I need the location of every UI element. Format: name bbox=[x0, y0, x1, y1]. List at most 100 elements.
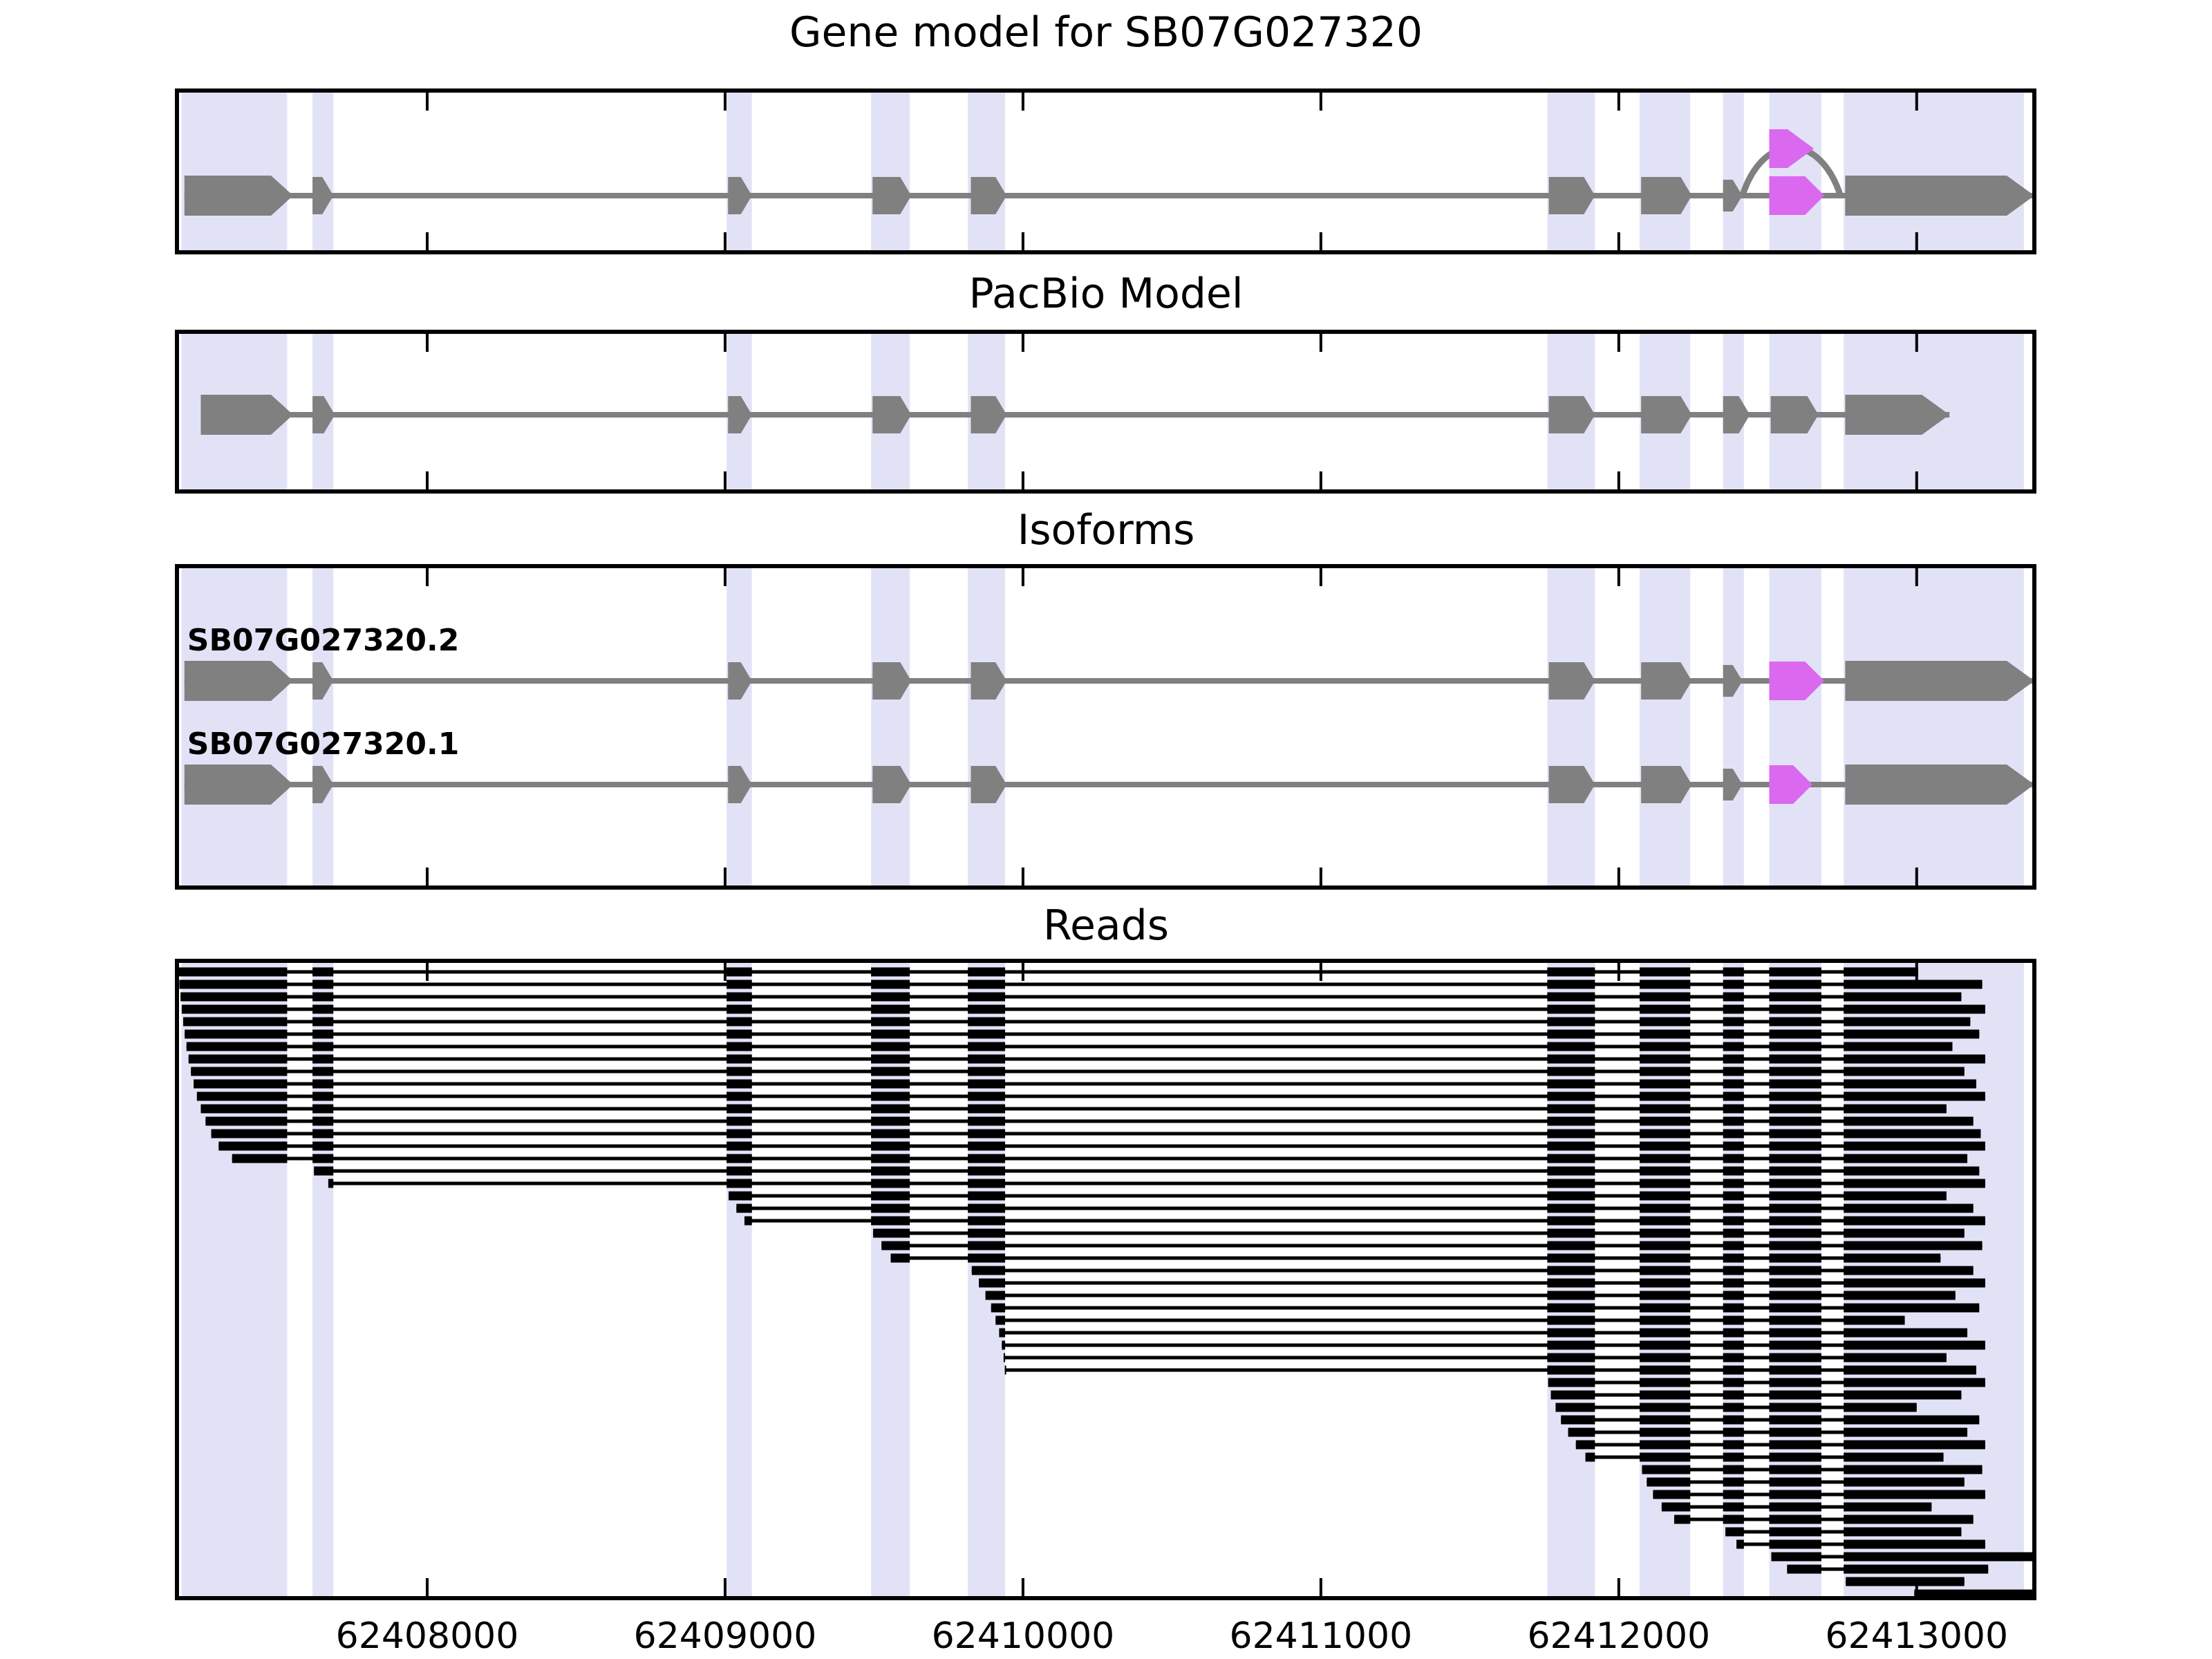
read-exon-block bbox=[1547, 1203, 1595, 1213]
read-exon-block bbox=[727, 1154, 752, 1163]
read-exon-block bbox=[1769, 1266, 1821, 1275]
read-exon-block bbox=[744, 1216, 752, 1226]
read-exon-block bbox=[1769, 1427, 1821, 1437]
isoforms-title: Isoforms bbox=[1017, 506, 1195, 554]
read-exon-block bbox=[968, 1029, 1006, 1039]
read-exon-block bbox=[1769, 1340, 1821, 1350]
read-exon-block bbox=[1769, 1477, 1821, 1487]
read-exon-block bbox=[1844, 1490, 1985, 1499]
read-exon-block bbox=[1547, 1315, 1595, 1325]
read-exon-block bbox=[727, 1079, 752, 1089]
read-row bbox=[736, 1203, 1974, 1213]
read-exon-block bbox=[1639, 1228, 1691, 1238]
read-exon-block bbox=[1844, 1502, 1932, 1512]
read-exon-block bbox=[1769, 1527, 1821, 1537]
exon-highlight-band bbox=[312, 91, 334, 252]
read-exon-block bbox=[1769, 1067, 1821, 1076]
read-exon-block bbox=[1723, 1465, 1744, 1474]
read-exon-block bbox=[968, 1216, 1006, 1226]
read-exon-block bbox=[881, 1241, 910, 1250]
read-exon-block bbox=[1844, 1017, 1971, 1027]
exon bbox=[728, 396, 752, 433]
read-exon-block bbox=[1769, 1291, 1821, 1300]
read-exon-block bbox=[1769, 1079, 1821, 1089]
read-exon-block bbox=[1844, 1253, 1941, 1263]
read-exon-block bbox=[1723, 1278, 1744, 1288]
read-exon-block bbox=[1844, 1539, 1985, 1549]
read-exon-block bbox=[871, 1116, 910, 1126]
read-exon-block bbox=[871, 1166, 910, 1176]
panel-border bbox=[175, 88, 2036, 254]
read-exon-block bbox=[1639, 1216, 1691, 1226]
read-exon-block bbox=[1723, 1203, 1744, 1213]
read-exon-block bbox=[1844, 1067, 1965, 1076]
read-exon-block bbox=[1769, 980, 1821, 989]
read-exon-block bbox=[1769, 1179, 1821, 1188]
read-exon-block bbox=[1639, 1004, 1691, 1014]
read-exon-block bbox=[1844, 1216, 1985, 1226]
exon-highlight-band bbox=[727, 91, 752, 252]
exon-highlight-band bbox=[968, 566, 1006, 888]
exon-highlight-band bbox=[181, 566, 288, 888]
read-exon-block bbox=[1639, 1154, 1691, 1163]
read-exon-block bbox=[1639, 1104, 1691, 1114]
read-exon-block bbox=[1723, 1104, 1744, 1114]
read-exon-block bbox=[1769, 1539, 1821, 1549]
read-exon-block bbox=[196, 1091, 288, 1101]
read-exon-block bbox=[968, 1166, 1006, 1176]
read-exon-block bbox=[1723, 1378, 1744, 1387]
read-exon-block bbox=[1647, 1477, 1691, 1487]
exon bbox=[1723, 665, 1743, 697]
read-exon-block bbox=[1769, 1104, 1821, 1114]
read-exon-block bbox=[1723, 1452, 1744, 1462]
read-exon-block bbox=[1723, 1179, 1744, 1188]
read-exon-block bbox=[1568, 1427, 1595, 1437]
read-exon-block bbox=[1844, 1440, 1985, 1450]
read-exon-block bbox=[1769, 992, 1821, 1002]
read-exon-block bbox=[873, 1228, 910, 1238]
read-exon-block bbox=[1547, 1067, 1595, 1076]
read-exon-block bbox=[1547, 1054, 1595, 1064]
read-exon-block bbox=[1769, 1365, 1821, 1375]
read-exon-block bbox=[1547, 1091, 1595, 1101]
read-exon-block bbox=[1003, 1353, 1006, 1362]
read-exon-block bbox=[1769, 1278, 1821, 1288]
exon bbox=[1723, 180, 1743, 212]
read-exon-block bbox=[727, 967, 752, 977]
read-exon-block bbox=[1639, 1340, 1691, 1350]
x-axis-labels: 62408000 62409000 62410000 62411000 62412000… bbox=[336, 1615, 2008, 1657]
read-exon-block bbox=[1723, 967, 1744, 977]
read-exon-block bbox=[181, 1004, 288, 1014]
read-exon-block bbox=[328, 1179, 334, 1188]
read-row bbox=[185, 1029, 1980, 1039]
read-exon-block bbox=[1661, 1502, 1691, 1512]
read-row bbox=[188, 1054, 1985, 1064]
pacbio-title: PacBio Model bbox=[968, 270, 1244, 318]
exon bbox=[312, 662, 334, 700]
exon-highlight-band bbox=[1844, 91, 2024, 252]
read-exon-block bbox=[1769, 1191, 1821, 1201]
read-exon-block bbox=[1844, 1191, 1947, 1201]
read-exon-block bbox=[1639, 1278, 1691, 1288]
read-exon-block bbox=[1550, 1390, 1595, 1400]
read-exon-block bbox=[871, 1154, 910, 1163]
alt-exon bbox=[1769, 662, 1825, 700]
read-exon-block bbox=[1639, 1378, 1691, 1387]
read-exon-block bbox=[1639, 992, 1691, 1002]
read-exon-block bbox=[1642, 1465, 1691, 1474]
read-exon-block bbox=[1723, 1017, 1744, 1027]
read-exon-block bbox=[1639, 1141, 1691, 1151]
read-exon-block bbox=[1639, 1054, 1691, 1064]
read-exon-block bbox=[1844, 1004, 1985, 1014]
read-exon-block bbox=[1723, 992, 1744, 1002]
read-exon-block bbox=[1639, 1452, 1691, 1462]
read-exon-block bbox=[871, 1129, 910, 1138]
read-exon-block bbox=[1547, 1278, 1595, 1288]
read-exon-block bbox=[968, 992, 1006, 1002]
read-exon-block bbox=[1547, 1029, 1595, 1039]
read-exon-block bbox=[312, 1104, 334, 1114]
read-exon-block bbox=[871, 1091, 910, 1101]
read-row bbox=[194, 1079, 1976, 1089]
read-row bbox=[191, 1067, 1965, 1076]
read-exon-block bbox=[1844, 1315, 1905, 1325]
